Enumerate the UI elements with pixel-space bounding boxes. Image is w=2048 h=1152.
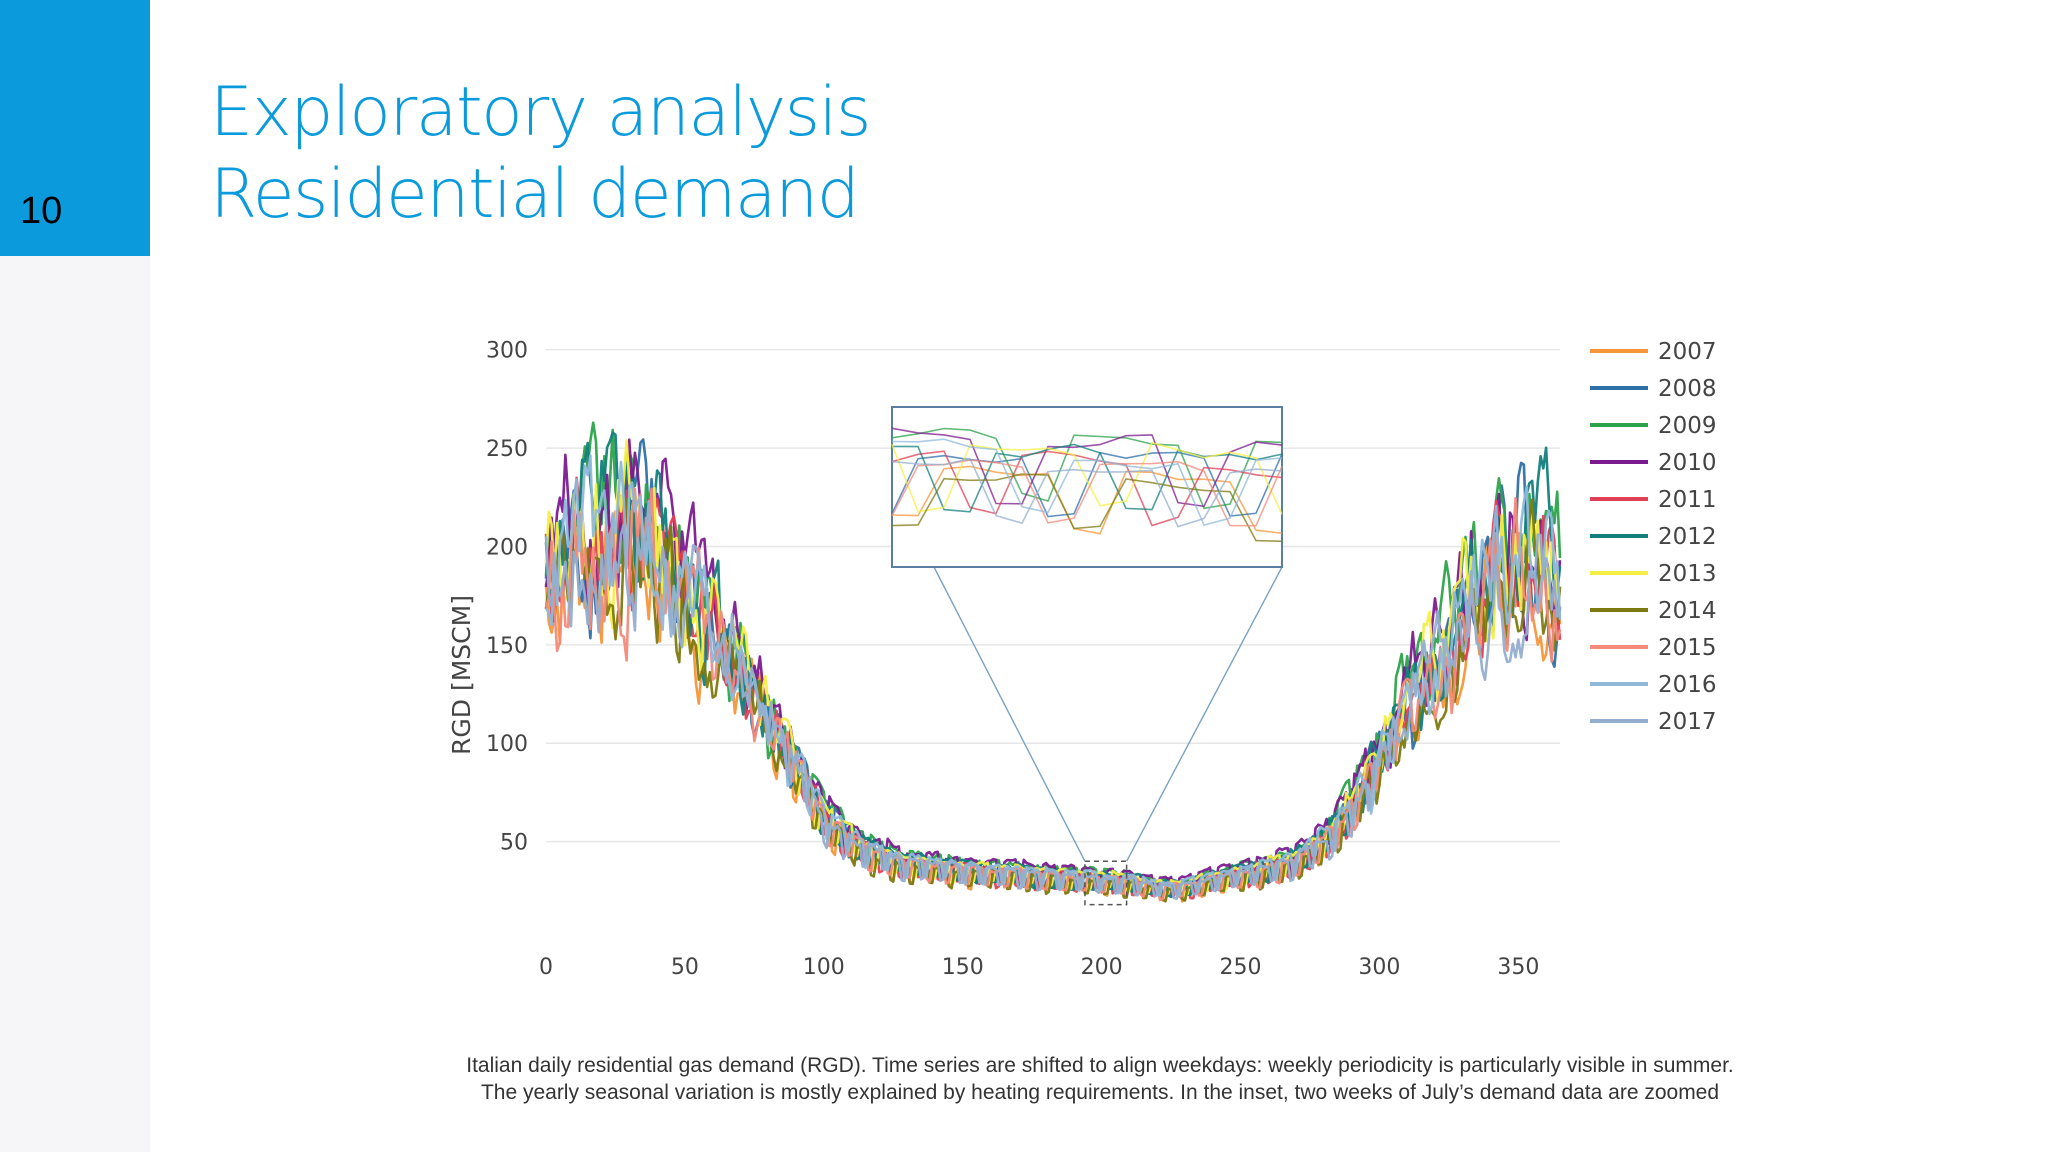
legend-label-2017: 2017 <box>1658 709 1717 735</box>
legend-label-2012: 2012 <box>1658 524 1717 550</box>
figure-caption: Italian daily residential gas demand (RG… <box>300 1052 1900 1106</box>
x-tick-label: 150 <box>942 955 984 980</box>
inset-series-line-2016 <box>891 438 1283 527</box>
y-tick-label: 100 <box>486 732 528 757</box>
x-tick-label: 300 <box>1358 955 1400 980</box>
legend-label-2008: 2008 <box>1658 376 1717 402</box>
legend-label-2014: 2014 <box>1658 598 1717 624</box>
x-tick-label: 350 <box>1497 955 1539 980</box>
inset-series-line-2013 <box>891 441 1283 515</box>
series-line-2013 <box>544 439 1562 897</box>
slide-number-box: 10 <box>0 0 150 256</box>
x-tick-label: 200 <box>1081 955 1123 980</box>
inset-panel <box>891 406 1283 568</box>
slide-canvas <box>150 0 2048 1152</box>
inset-series-line-2014 <box>891 473 1283 543</box>
slide-number: 10 <box>20 190 63 232</box>
inset-series-line-2010 <box>891 427 1283 508</box>
y-tick-label: 300 <box>486 339 528 364</box>
x-tick-label: 50 <box>671 955 699 980</box>
legend-label-2010: 2010 <box>1658 450 1717 476</box>
series-lines <box>544 421 1562 903</box>
legend-label-2016: 2016 <box>1658 672 1717 698</box>
caption-line2: The yearly seasonal variation is mostly … <box>480 1081 1720 1104</box>
x-tick-label: 0 <box>539 955 553 980</box>
series-line-2017 <box>544 499 1562 901</box>
inset-series-line-2009 <box>891 427 1283 510</box>
slide-title-line1: Exploratory analysis <box>210 73 871 152</box>
y-tick-label: 200 <box>486 535 528 560</box>
legend: 2007 2008 2009 2010 2011 2012 2013 2014 2015 2016… <box>1590 339 1717 735</box>
legend-label-2015: 2015 <box>1658 635 1717 661</box>
legend-label-2007: 2007 <box>1658 339 1717 365</box>
x-tick-label: 250 <box>1220 955 1262 980</box>
inset-series-line-2017 <box>891 457 1283 528</box>
inset-series-line-2008 <box>891 451 1283 518</box>
slide-title: Exploratory analysis Residential demand <box>210 72 871 236</box>
legend-label-2009: 2009 <box>1658 413 1717 439</box>
y-tick-label: 250 <box>486 437 528 462</box>
inset-lines <box>891 427 1283 543</box>
y-tick-label: 50 <box>500 831 528 856</box>
inset-source-box <box>1084 860 1128 906</box>
caption-line1: Italian daily residential gas demand (RG… <box>466 1054 1734 1077</box>
legend-label-2011: 2011 <box>1658 487 1717 513</box>
y-tick-label: 150 <box>486 634 528 659</box>
slide-title-line2: Residential demand <box>210 155 860 234</box>
inset-connector-right <box>1126 566 1283 862</box>
legend-label-2013: 2013 <box>1658 561 1717 587</box>
y-axis-label: RGD [MSCM] <box>447 595 476 755</box>
inset-connector-left <box>933 566 1086 862</box>
x-tick-label: 100 <box>803 955 845 980</box>
